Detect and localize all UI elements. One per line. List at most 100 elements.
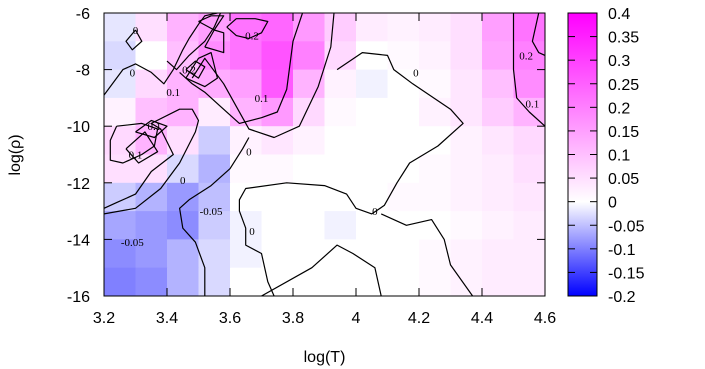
- heatmap-cell: [135, 211, 168, 240]
- x-axis-ticks: 3.2 3.4 3.6 3.8 4 4.2 4.4 4.6: [93, 13, 556, 327]
- contour-label: 0: [413, 67, 419, 79]
- heatmap-cell: [450, 154, 483, 184]
- contour-line: [380, 213, 474, 296]
- contour-lines: [104, 13, 545, 296]
- heatmap-cell: [135, 69, 168, 99]
- heatmap-cell: [324, 97, 357, 127]
- x-axis-title: log(T): [304, 349, 346, 366]
- heatmap-cell: [482, 41, 514, 71]
- colorbar-tick-label: -0.05: [608, 218, 645, 235]
- heatmap-cell: [104, 267, 136, 296]
- contour-label: 0.1: [148, 121, 162, 133]
- heatmap-cell: [104, 126, 136, 155]
- contour-line: [125, 131, 159, 164]
- heatmap-cell: [230, 154, 262, 184]
- heatmap-cell: [135, 154, 168, 184]
- heatmap-cell: [230, 69, 262, 99]
- heatmap-cell: [104, 41, 136, 71]
- heatmap-cell: [482, 13, 514, 42]
- heatmap-cell: [261, 182, 294, 212]
- heatmap-cell: [513, 41, 545, 71]
- heatmap-cell: [450, 239, 483, 269]
- heatmap-cell: [419, 126, 451, 155]
- contour-line: [204, 29, 225, 54]
- heatmap-cell: [450, 97, 483, 127]
- x-tick-label: 4.6: [534, 310, 556, 327]
- heatmap-cell: [356, 69, 388, 99]
- heatmap-cell: [261, 211, 294, 240]
- contour-label: 0.1: [255, 93, 269, 105]
- heatmap-cell: [482, 69, 514, 99]
- x-tick-label: 3.4: [156, 310, 178, 327]
- contour-label: 0.1: [166, 87, 180, 99]
- heatmap-cell: [324, 13, 357, 42]
- colorbar-tick-label: 0.4: [608, 6, 630, 23]
- heatmap-cell: [293, 69, 325, 99]
- contour-line: [261, 244, 382, 296]
- heatmap-cell: [356, 154, 388, 184]
- heatmap-cell: [513, 211, 545, 240]
- heatmap-cell: [419, 41, 451, 71]
- heatmap-cell: [167, 126, 199, 155]
- heatmap-cell: [513, 182, 545, 212]
- heatmap-cell: [419, 182, 451, 212]
- heatmap-cell: [198, 97, 231, 127]
- contour-line: [166, 13, 222, 71]
- heatmap-cell: [104, 97, 136, 127]
- heatmap-cell: [513, 239, 545, 269]
- heatmap-cell: [450, 211, 483, 240]
- plot-frame: [103, 12, 546, 297]
- heatmap-cell: [324, 126, 357, 155]
- heatmap-cell: [513, 154, 545, 184]
- x-tick-label: 4.2: [408, 310, 430, 327]
- contour-label: 0.2: [519, 50, 533, 62]
- heatmap-cell: [167, 211, 199, 240]
- heatmap-cell: [450, 182, 483, 212]
- heatmap-cell: [230, 182, 262, 212]
- heatmap-cell: [104, 239, 136, 269]
- colorbar-tick-label: 0.05: [608, 171, 639, 188]
- contour-line: [198, 15, 225, 31]
- heatmap-cell: [293, 41, 325, 71]
- y-axis-ticks: -16 -14 -12 -10 -8 -6: [67, 6, 545, 306]
- colorbar-tick-label: -0.1: [608, 242, 636, 259]
- heatmap-cell: [419, 69, 451, 99]
- x-tick-label: 3.2: [93, 310, 115, 327]
- heatmap-cell: [387, 239, 420, 269]
- contour-line: [104, 13, 218, 96]
- heatmap-cell: [324, 154, 357, 184]
- heatmap-cell: [135, 41, 168, 71]
- heatmap-cell: [230, 13, 262, 42]
- heatmap-cell: [198, 69, 231, 99]
- heatmap-cell: [450, 69, 483, 99]
- heatmap-cell: [324, 41, 357, 71]
- heatmap-cell: [387, 211, 420, 240]
- colorbar-tick-label: 0: [608, 195, 617, 212]
- colorbar-tick-label: 0.35: [608, 30, 639, 47]
- colorbar-tick-label: 0.3: [608, 53, 630, 70]
- heatmap-cell: [261, 13, 294, 42]
- heatmap-cell: [513, 126, 545, 155]
- heatmap-cell: [482, 182, 514, 212]
- heatmap-cell: [135, 13, 168, 42]
- heatmap-cell: [387, 13, 420, 42]
- heatmap-cell: [198, 267, 231, 296]
- heatmap-cell: [167, 239, 199, 269]
- heatmap-cell: [450, 126, 483, 155]
- contour-label: 0: [372, 206, 378, 218]
- contour-label: 0: [246, 147, 252, 159]
- contour-line: [125, 29, 143, 51]
- heatmap-cell: [293, 154, 325, 184]
- heatmap-cell: [450, 41, 483, 71]
- heatmap-cell: [356, 239, 388, 269]
- heatmap-cell: [482, 239, 514, 269]
- contour-line: [185, 51, 218, 88]
- heatmap-cell: [482, 267, 514, 296]
- heatmap-cell: [293, 239, 325, 269]
- contour-line: [179, 13, 304, 125]
- heatmap-cell: [419, 13, 451, 42]
- heatmap-cell: [419, 97, 451, 127]
- contour-label: 0: [180, 175, 186, 187]
- heatmap-cell: [513, 69, 545, 99]
